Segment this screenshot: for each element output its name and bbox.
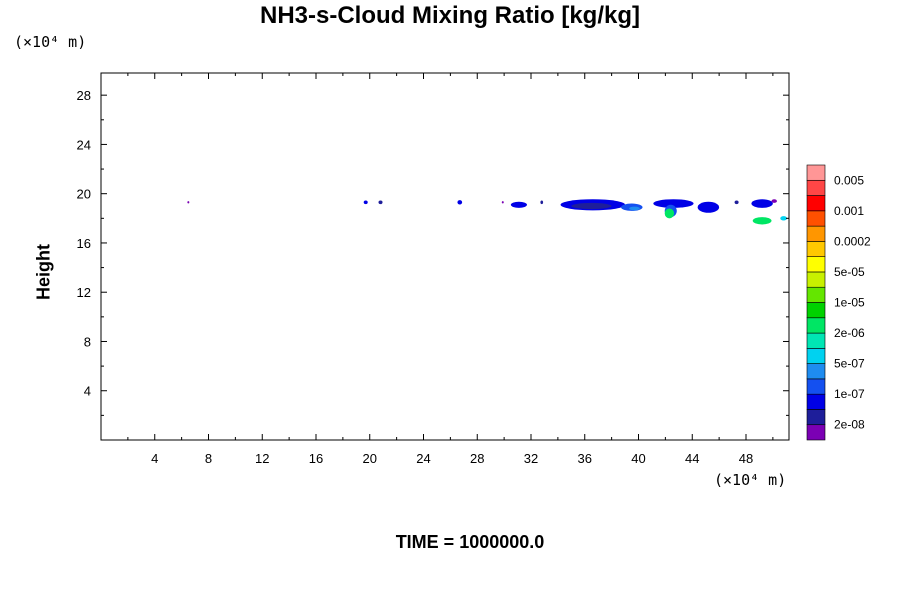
cloud-feature-18 [752, 217, 772, 225]
time-label: TIME = 1000000.0 [395, 532, 545, 552]
x-tick-label-16: 16 [309, 451, 323, 466]
x-tick-label-8: 8 [205, 451, 212, 466]
x-tick-label-36: 36 [578, 451, 592, 466]
colorbar-label-6: 0.0002 [834, 234, 871, 248]
colorbar-swatch-11 [806, 256, 826, 273]
colorbar-label-5: 5e-05 [834, 265, 865, 279]
y-tick-label-8: 8 [84, 334, 91, 349]
colorbar-swatch-3 [806, 378, 826, 395]
colorbar-swatch-9 [806, 286, 826, 303]
cloud-feature-0 [187, 201, 190, 204]
colorbar-swatch-12 [806, 241, 826, 257]
cloud-feature-19 [780, 216, 787, 221]
cloud-feature-13 [664, 208, 675, 219]
y-tick-label-16: 16 [77, 236, 91, 251]
colorbar-swatch-1 [806, 409, 826, 426]
colorbar-swatch-10 [806, 271, 826, 288]
colorbar-swatch-2 [806, 393, 826, 410]
colorbar-label-4: 1e-05 [834, 296, 865, 310]
x-axis-unit: (×10⁴ m) [714, 471, 787, 489]
colorbar-label-1: 1e-07 [834, 387, 865, 401]
y-axis-unit: (×10⁴ m) [14, 33, 87, 51]
cloud-feature-17 [771, 199, 777, 203]
colorbar-swatch-16 [806, 179, 826, 196]
cloud-features [187, 199, 787, 225]
colorbar-label-2: 5e-07 [834, 357, 865, 371]
cloud-feature-11 [653, 199, 694, 208]
x-tick-label-44: 44 [685, 451, 699, 466]
cloud-feature-10 [629, 206, 640, 211]
cloud-feature-2 [378, 200, 383, 205]
y-tick-label-24: 24 [77, 137, 91, 152]
x-tick-label-40: 40 [631, 451, 645, 466]
x-tick-label-12: 12 [255, 451, 269, 466]
plot-frame [100, 72, 790, 441]
colorbar-swatch-7 [806, 317, 826, 334]
x-tick-label-32: 32 [524, 451, 538, 466]
colorbar-swatch-13 [806, 225, 826, 242]
colorbar-swatch-4 [806, 363, 826, 380]
x-tick-label-20: 20 [363, 451, 377, 466]
cloud-feature-16 [751, 199, 773, 208]
colorbar: 2e-08 1e-07 5e-07 2e-06 1e-05 5e-05 0.0002 0.00… [806, 164, 871, 441]
colorbar-swatch-0 [806, 424, 826, 441]
colorbar-label-7: 0.001 [834, 204, 864, 218]
colorbar-swatch-6 [806, 332, 826, 349]
colorbar-swatch-5 [806, 348, 826, 364]
y-tick-label-12: 12 [77, 285, 91, 300]
colorbar-swatch-17 [806, 164, 826, 181]
colorbar-swatch-14 [806, 210, 826, 227]
x-tick-label-48: 48 [739, 451, 753, 466]
cloud-feature-14 [697, 201, 720, 213]
colorbar-swatch-8 [806, 302, 826, 319]
y-tick-label-20: 20 [77, 187, 91, 202]
cloud-feature-8 [571, 202, 612, 210]
x-tick-label-4: 4 [151, 451, 158, 466]
cloud-feature-6 [540, 200, 544, 205]
cloud-feature-5 [510, 201, 527, 208]
chart-title: NH3-s-Cloud Mixing Ratio [kg/kg] [260, 2, 640, 29]
y-tick-label-4: 4 [84, 384, 91, 399]
colorbar-label-3: 2e-06 [834, 326, 865, 340]
x-tick-label-24: 24 [416, 451, 430, 466]
cloud-feature-3 [457, 200, 463, 205]
cloud-feature-1 [363, 200, 368, 205]
colorbar-swatch-15 [806, 195, 826, 212]
cloud-feature-4 [501, 201, 504, 204]
cloud-feature-15 [734, 200, 739, 205]
x-tick-label-28: 28 [470, 451, 484, 466]
y-tick-label-28: 28 [77, 88, 91, 103]
colorbar-label-0: 2e-08 [834, 418, 865, 432]
colorbar-label-8: 0.005 [834, 173, 864, 187]
